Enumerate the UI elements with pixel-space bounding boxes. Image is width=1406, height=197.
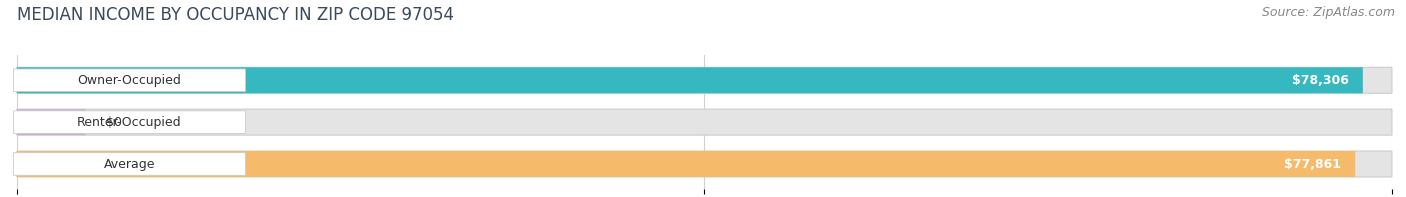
FancyBboxPatch shape <box>17 151 1355 177</box>
FancyBboxPatch shape <box>17 67 1362 93</box>
Text: Source: ZipAtlas.com: Source: ZipAtlas.com <box>1261 6 1395 19</box>
FancyBboxPatch shape <box>14 111 246 133</box>
Text: $77,861: $77,861 <box>1285 158 1341 170</box>
Text: $78,306: $78,306 <box>1292 74 1350 87</box>
Text: Average: Average <box>104 158 155 170</box>
FancyBboxPatch shape <box>17 109 86 135</box>
FancyBboxPatch shape <box>17 151 1392 177</box>
Text: MEDIAN INCOME BY OCCUPANCY IN ZIP CODE 97054: MEDIAN INCOME BY OCCUPANCY IN ZIP CODE 9… <box>17 6 454 24</box>
Text: Owner-Occupied: Owner-Occupied <box>77 74 181 87</box>
Text: Renter-Occupied: Renter-Occupied <box>77 116 181 129</box>
FancyBboxPatch shape <box>14 153 246 175</box>
FancyBboxPatch shape <box>17 109 1392 135</box>
FancyBboxPatch shape <box>14 69 246 92</box>
Text: $0: $0 <box>107 116 122 129</box>
FancyBboxPatch shape <box>17 67 1392 93</box>
